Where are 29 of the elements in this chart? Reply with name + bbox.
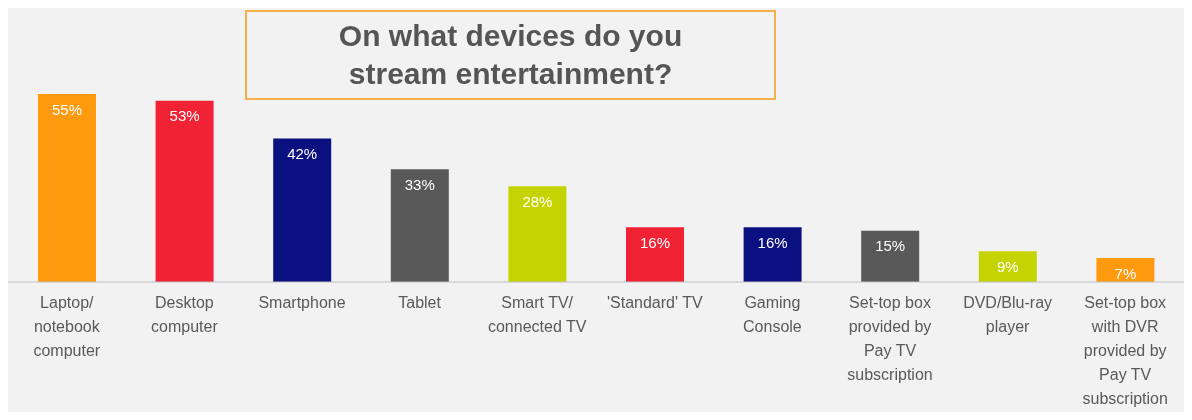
bar	[155, 100, 214, 282]
bar	[743, 227, 802, 282]
data-label: 28%	[522, 192, 553, 210]
bar	[273, 138, 332, 282]
x-tick-label: Gaming Console	[743, 294, 802, 335]
x-tick-label: 'Standard' TV	[606, 294, 703, 311]
data-label: 33%	[404, 175, 435, 193]
x-tick-label: Set-top box with DVR provided by Pay TV subscription	[1082, 294, 1168, 407]
x-tick-label: Laptop/notebook computer	[33, 294, 101, 359]
data-label: 55%	[51, 100, 83, 118]
bar	[38, 94, 96, 282]
bar	[861, 230, 920, 282]
data-label: 9%	[996, 257, 1019, 275]
x-tick-label: Set-top box provided by Pay TV subscription	[847, 294, 933, 383]
x-tick-label: Smartphone	[258, 294, 346, 311]
x-tick-label: DVD/Blu-ray player	[963, 294, 1053, 335]
data-label: 16%	[757, 233, 788, 251]
bar	[626, 227, 684, 282]
bar	[508, 186, 567, 282]
bar	[390, 169, 449, 282]
data-label: 42%	[287, 145, 318, 163]
data-label: 53%	[169, 107, 200, 125]
data-label: 7%	[1114, 264, 1137, 282]
chart-title: On what devices do you stream entertainment?	[245, 10, 776, 100]
data-label: 15%	[875, 237, 906, 255]
x-tick-label: Desktop computer	[151, 294, 219, 335]
data-label: 16%	[639, 233, 671, 251]
x-tick-label: Tablet	[398, 294, 442, 311]
x-tick-label: Smart TV/connected TV	[487, 294, 587, 335]
